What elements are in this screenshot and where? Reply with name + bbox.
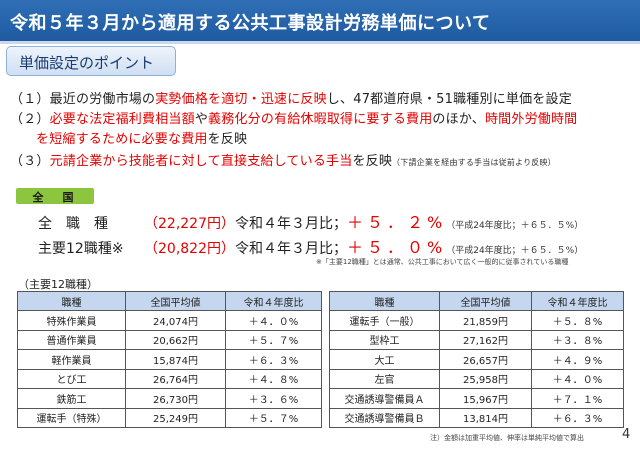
- point-item-1: （１）最近の労働市場の実勢価格を適切・迅速に反映し、47都道府県・51職種別に単…: [10, 88, 572, 107]
- summary-value: （22,227円）: [144, 216, 235, 232]
- point-heading-box: 単価設定のポイント: [6, 46, 176, 76]
- item-highlight: 実勢価格を適切・迅速に反映: [155, 92, 327, 107]
- table-cell: 普通作業員: [17, 329, 126, 350]
- summary-note: （平成24年度比；＋６５．５%）: [446, 221, 584, 231]
- table-cell: 15,874円: [125, 349, 226, 370]
- table-header: 職種: [329, 291, 440, 311]
- summary-value: （20,822円）: [144, 241, 235, 257]
- table-cell: ＋４．９%: [531, 349, 624, 370]
- table-gap: [321, 330, 330, 350]
- summary-pct: ＋５．０%: [347, 238, 447, 257]
- table-cell: 26,657円: [439, 349, 532, 370]
- table-header-row: 職種 全国平均値 令和４年度比 職種 全国平均値 令和４年度比: [17, 291, 624, 311]
- table-cell: 27,162円: [439, 329, 532, 350]
- table-cell: とび工: [17, 368, 126, 389]
- item-text: を反映: [352, 154, 393, 169]
- table-cell: 13,814円: [439, 407, 532, 428]
- table-gap: [321, 291, 330, 311]
- table-cell: 21,859円: [439, 310, 532, 331]
- zenkoku-label: 全 国: [32, 191, 78, 204]
- table-header: 職種: [17, 291, 126, 311]
- table-cell: 型枠工: [329, 329, 440, 350]
- table-gap: [321, 388, 330, 408]
- item-number: （２）: [10, 112, 50, 127]
- item-number: （３）: [10, 154, 50, 169]
- table-row: 鉄筋工 26,730円 ＋３．６% 交通誘導警備員Ａ 15,967円 ＋７．１%: [17, 388, 624, 409]
- table-cell: 大工: [329, 349, 440, 370]
- summary-compare: 令和４年３月比；: [235, 241, 347, 257]
- item-text: し、47都道府県・51職種別に単価を設定: [326, 92, 572, 107]
- item-highlight: 必要な法定福利費相当額: [49, 112, 195, 127]
- table-cell: ＋５．７%: [225, 407, 322, 428]
- table-gap: [321, 369, 330, 389]
- table-cell: ＋４．８%: [225, 368, 322, 389]
- table-cell: 交通誘導警備員Ｂ: [329, 407, 440, 428]
- title-bar: 令和５年３月から適用する公共工事設計労務単価について: [0, 0, 640, 44]
- table-cell: ＋６．３%: [225, 349, 322, 370]
- summary-compare: 令和４年３月比；: [235, 216, 347, 232]
- table-cell: 鉄筋工: [17, 388, 126, 409]
- table-row: 普通作業員 20,662円 ＋５．７% 型枠工 27,162円 ＋３．８%: [17, 329, 624, 350]
- table-title: （主要12職種）: [18, 278, 98, 291]
- summary-label: 主要12職種※: [38, 241, 124, 257]
- wage-table: 職種 全国平均値 令和４年度比 職種 全国平均値 令和４年度比 特殊作業員 24…: [17, 291, 624, 428]
- summary-main-12: 主要12職種※ （20,822円）令和４年３月比；＋５．０%（平成24年度比；＋６…: [38, 234, 583, 258]
- item-text: や: [194, 112, 209, 127]
- table-cell: 特殊作業員: [17, 310, 126, 331]
- table-gap: [321, 349, 330, 369]
- table-cell: 26,764円: [125, 368, 226, 389]
- table-cell: ＋５．８%: [531, 310, 624, 331]
- table-cell: 運転手（一般）: [329, 310, 440, 331]
- table-cell: ＋４．０%: [225, 310, 322, 331]
- table-cell: ＋３．６%: [225, 388, 322, 409]
- table-row: 軽作業員 15,874円 ＋６．３% 大工 26,657円 ＋４．９%: [17, 349, 624, 370]
- table-row: 特殊作業員 24,074円 ＋４．０% 運転手（一般） 21,859円 ＋５．８…: [17, 310, 624, 331]
- item-note: （下請企業を経由する手当は従前より反映）: [392, 158, 556, 167]
- page-title: 令和５年３月から適用する公共工事設計労務単価について: [10, 13, 491, 34]
- table-cell: ＋５．７%: [225, 329, 322, 350]
- table-cell: 24,074円: [125, 310, 226, 331]
- item-number: （１）: [10, 92, 50, 107]
- table-cell: 15,967円: [439, 388, 532, 409]
- table-cell: 軽作業員: [17, 349, 126, 370]
- table-cell: 26,730円: [125, 388, 226, 409]
- point-item-2: （２）必要な法定福利費相当額や義務化分の有給休暇取得に要する費用のほか、時間外労…: [10, 108, 577, 127]
- footnote-calculation: 注）金額は加重平均値、伸率は単純平均値で算出: [430, 434, 584, 442]
- table-cell: ＋３．８%: [531, 329, 624, 350]
- summary-all-jobs: 全 職 種 （22,227円）令和４年３月比；＋５．２%（平成24年度比；＋６５．…: [38, 209, 583, 233]
- item-text: を反映: [207, 132, 248, 147]
- point-item-3: （３）元請企業から技能者に対して直接支給している手当を反映（下請企業を経由する手…: [10, 150, 556, 169]
- table-header: 令和４年度比: [225, 291, 322, 311]
- table-cell: 25,249円: [125, 407, 226, 428]
- table-cell: 左官: [329, 368, 440, 389]
- table-cell: 交通誘導警備員Ａ: [329, 388, 440, 409]
- summary-pct: ＋５．２%: [347, 213, 447, 232]
- item-highlight: を短縮するために必要な費用: [36, 132, 208, 147]
- table-gap: [321, 408, 330, 428]
- point-heading-label: 単価設定のポイント: [19, 54, 155, 72]
- item-highlight: 時間外労働時間: [484, 112, 578, 127]
- table-header: 全国平均値: [125, 291, 226, 311]
- item-text: 最近の労働市場の: [49, 92, 156, 107]
- table-cell: ＋４．０%: [531, 368, 624, 389]
- item-highlight: 義務化分の有給休暇取得に要する費用: [208, 112, 433, 127]
- table-cell: ＋７．１%: [531, 388, 624, 409]
- point-item-2-continued: を短縮するために必要な費用を反映: [36, 128, 247, 147]
- page-number: 4: [622, 427, 631, 442]
- table-row: 運転手（特殊） 25,249円 ＋５．７% 交通誘導警備員Ｂ 13,814円 ＋…: [17, 407, 624, 428]
- summary-label: 全 職 種: [38, 216, 108, 232]
- table-cell: ＋６．３%: [531, 407, 624, 428]
- zenkoku-badge: 全 国: [16, 188, 94, 204]
- table-cell: 運転手（特殊）: [17, 407, 126, 428]
- table-header: 全国平均値: [439, 291, 532, 311]
- table-cell: 20,662円: [125, 329, 226, 350]
- table-cell: 25,958円: [439, 368, 532, 389]
- item-text: のほか、: [432, 112, 485, 127]
- item-highlight: 元請企業から技能者に対して直接支給している手当: [49, 154, 353, 169]
- table-row: とび工 26,764円 ＋４．８% 左官 25,958円 ＋４．０%: [17, 368, 624, 389]
- summary-note: （平成24年度比；＋６５．５%）: [446, 246, 584, 256]
- table-header: 令和４年度比: [531, 291, 624, 311]
- table-gap: [321, 310, 330, 330]
- footnote-main-12: ※「主要12職種」とは通常、公共工事において広く一般的に従事されている職種: [316, 258, 569, 266]
